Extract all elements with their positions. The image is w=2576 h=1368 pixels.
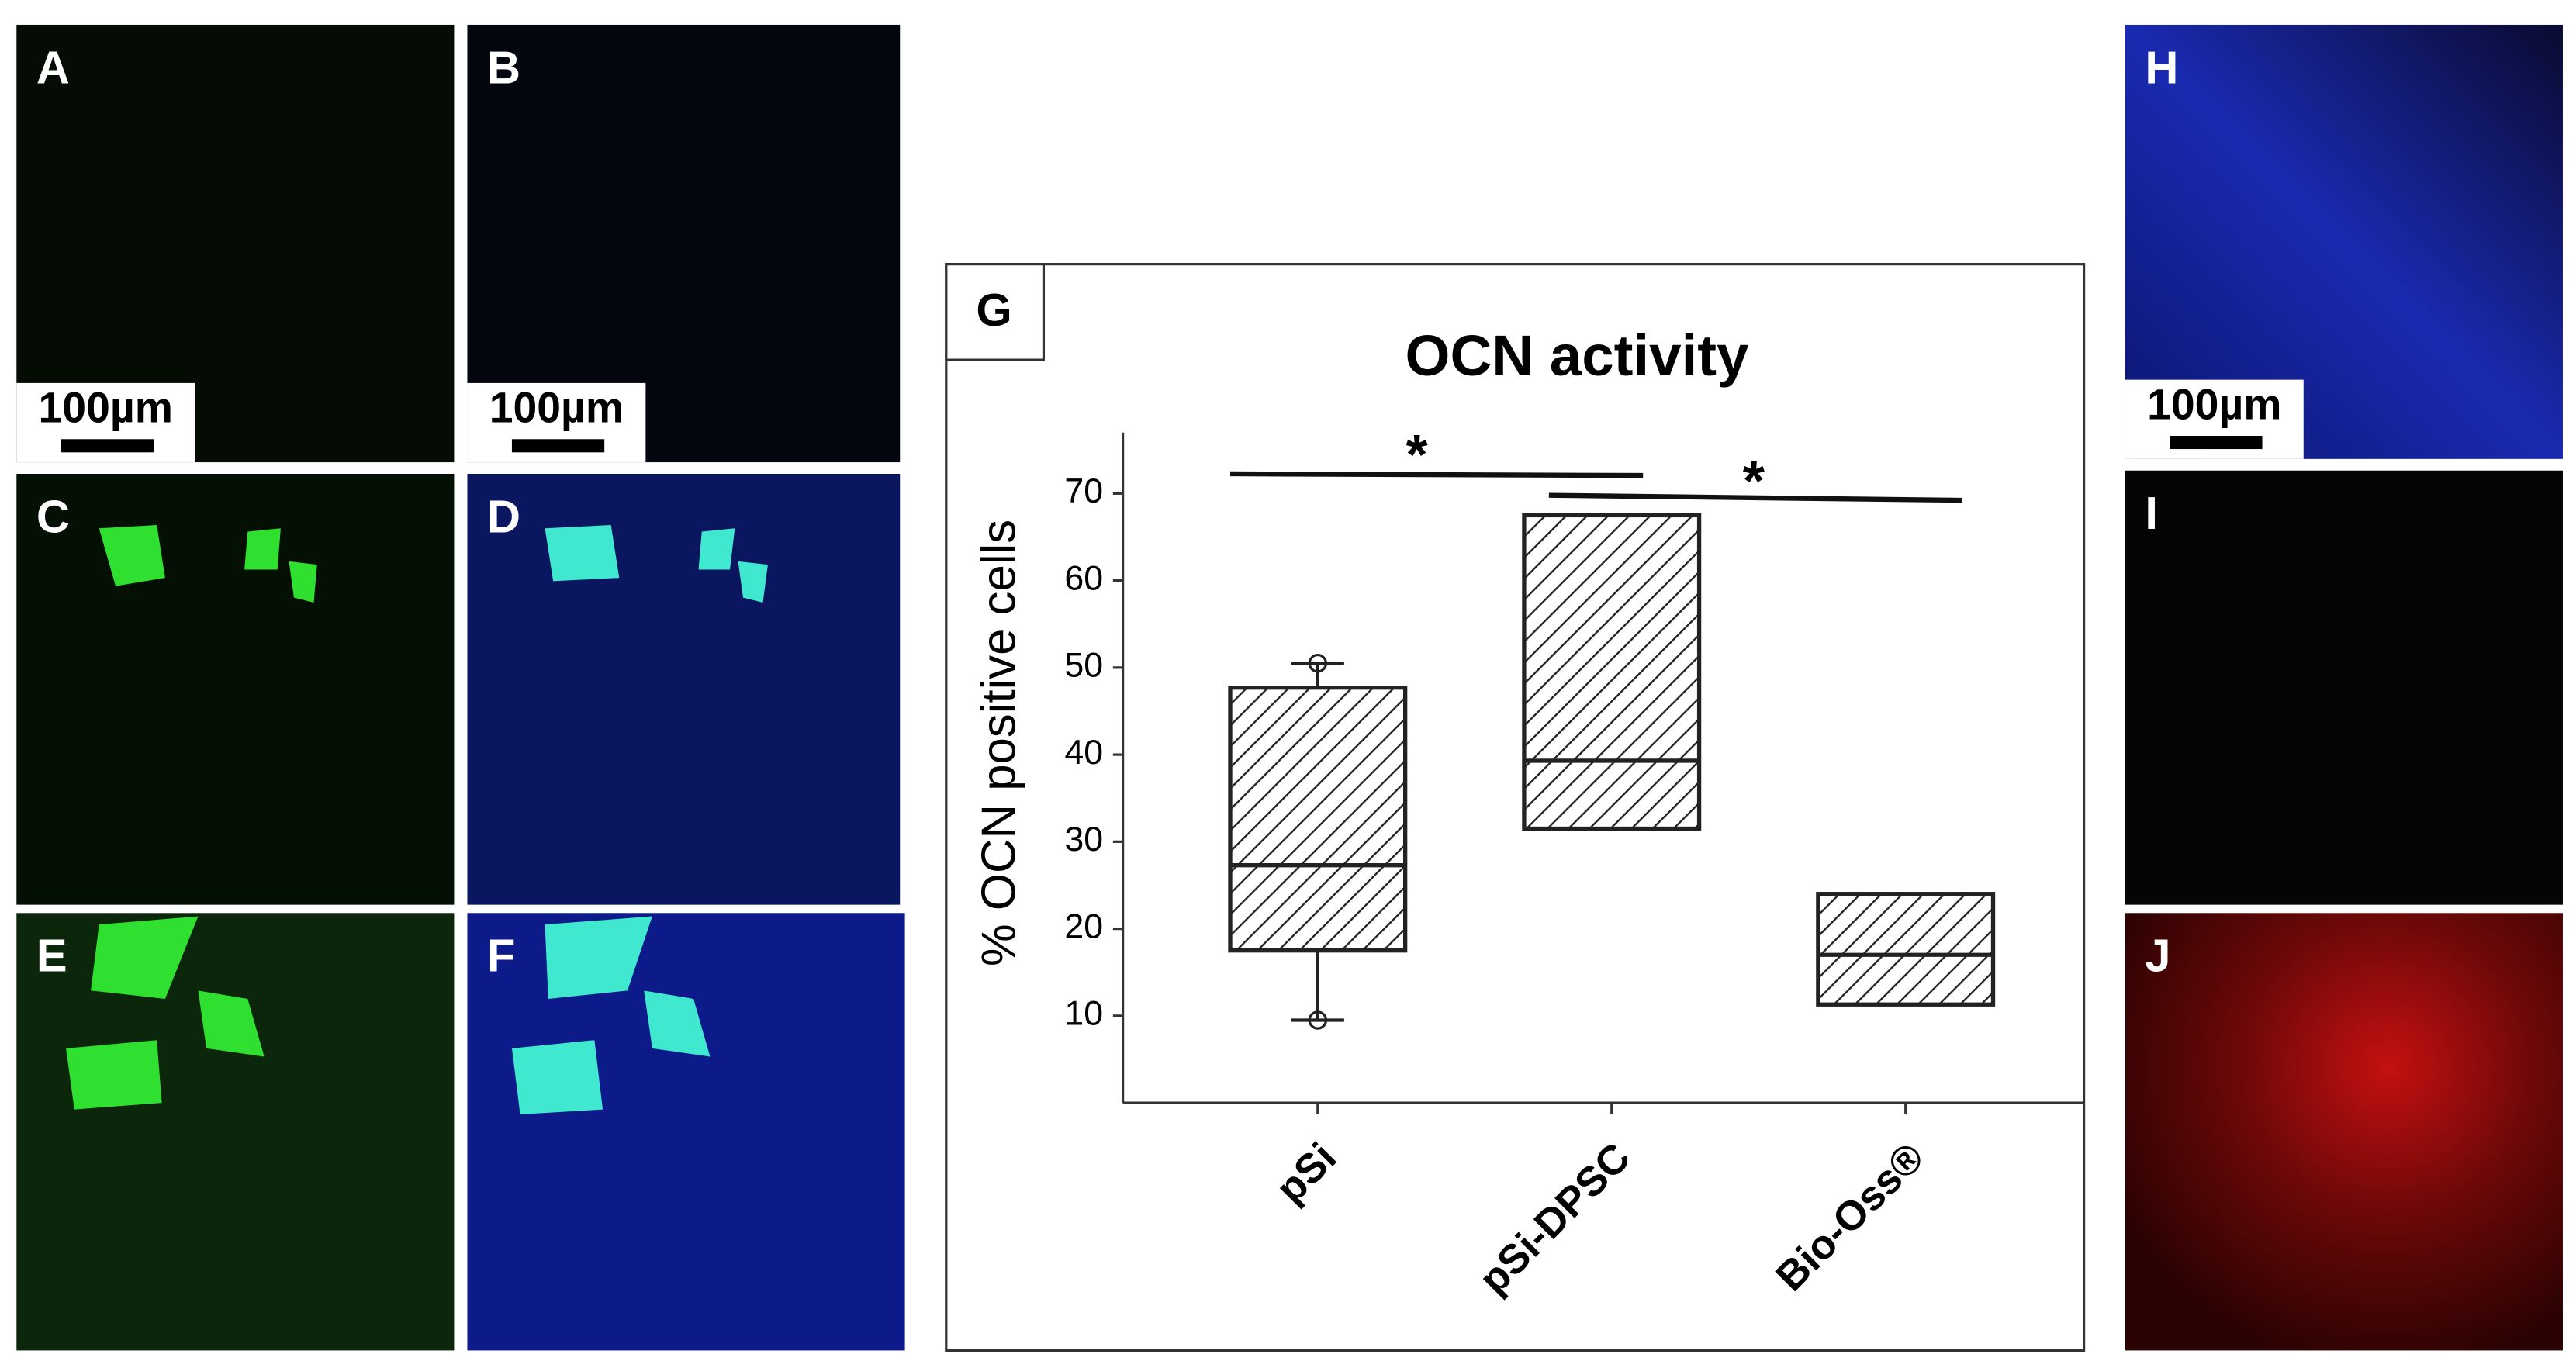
fluorescent-region	[644, 990, 711, 1057]
fluorescent-region	[99, 524, 165, 586]
panel-label-box	[945, 263, 1046, 361]
y-tick-label: 20	[1064, 907, 1103, 945]
y-tick-label: 70	[1064, 472, 1103, 510]
scale-bar	[61, 439, 154, 453]
fluorescent-region	[545, 916, 652, 999]
microscopy-image	[2125, 470, 2563, 905]
microscopy-image	[2125, 913, 2563, 1351]
panel-label: H	[2145, 41, 2178, 93]
panel-label: A	[36, 41, 70, 93]
significance-line	[1548, 492, 1962, 503]
panel-label: G	[976, 284, 1011, 336]
scale-bar	[2170, 436, 2263, 450]
microscopy-image	[467, 913, 905, 1351]
microscopy-image	[16, 913, 455, 1351]
panel-label: C	[36, 490, 70, 542]
panel-label: B	[487, 41, 520, 93]
panel-label: F	[487, 930, 515, 982]
y-tick-label: 40	[1064, 734, 1103, 772]
significance-star: *	[1743, 450, 1765, 513]
fluorescent-region	[545, 524, 620, 582]
fluorescent-region	[66, 1040, 162, 1110]
y-tick-label: 10	[1064, 995, 1103, 1033]
fluorescent-region	[289, 561, 317, 603]
box	[1816, 892, 1996, 1007]
scale-bar-label: 100µm	[39, 384, 173, 432]
y-tick-label: 50	[1064, 647, 1103, 685]
fluorescent-region	[91, 916, 199, 999]
scale-bar-label: 100µm	[489, 384, 624, 432]
fluorescent-region	[244, 528, 281, 570]
whisker-end	[1308, 1010, 1328, 1030]
panel-label: J	[2145, 930, 2170, 982]
fluorescent-region	[511, 1040, 603, 1115]
significance-star: *	[1406, 423, 1428, 486]
significance-line	[1229, 471, 1644, 478]
panel-label: E	[36, 930, 67, 982]
panel-label: D	[487, 490, 520, 542]
scale-bar-label: 100µm	[2147, 380, 2281, 428]
y-axis-label: % OCN positive cells	[973, 520, 1026, 966]
whisker-end	[1308, 653, 1328, 673]
chart-frame	[945, 263, 2086, 1352]
chart-title: OCN activity	[1406, 323, 1750, 388]
fluorescent-region	[698, 528, 735, 570]
box	[1228, 686, 1408, 953]
fluorescent-region	[738, 561, 768, 603]
y-tick-label: 30	[1064, 820, 1103, 858]
microscopy-image	[467, 473, 901, 905]
box	[1522, 513, 1702, 831]
y-tick-label: 60	[1064, 559, 1103, 597]
fluorescent-region	[198, 990, 265, 1057]
panel-label: I	[2145, 487, 2158, 539]
scale-bar	[511, 439, 605, 453]
microscopy-image	[16, 473, 455, 905]
